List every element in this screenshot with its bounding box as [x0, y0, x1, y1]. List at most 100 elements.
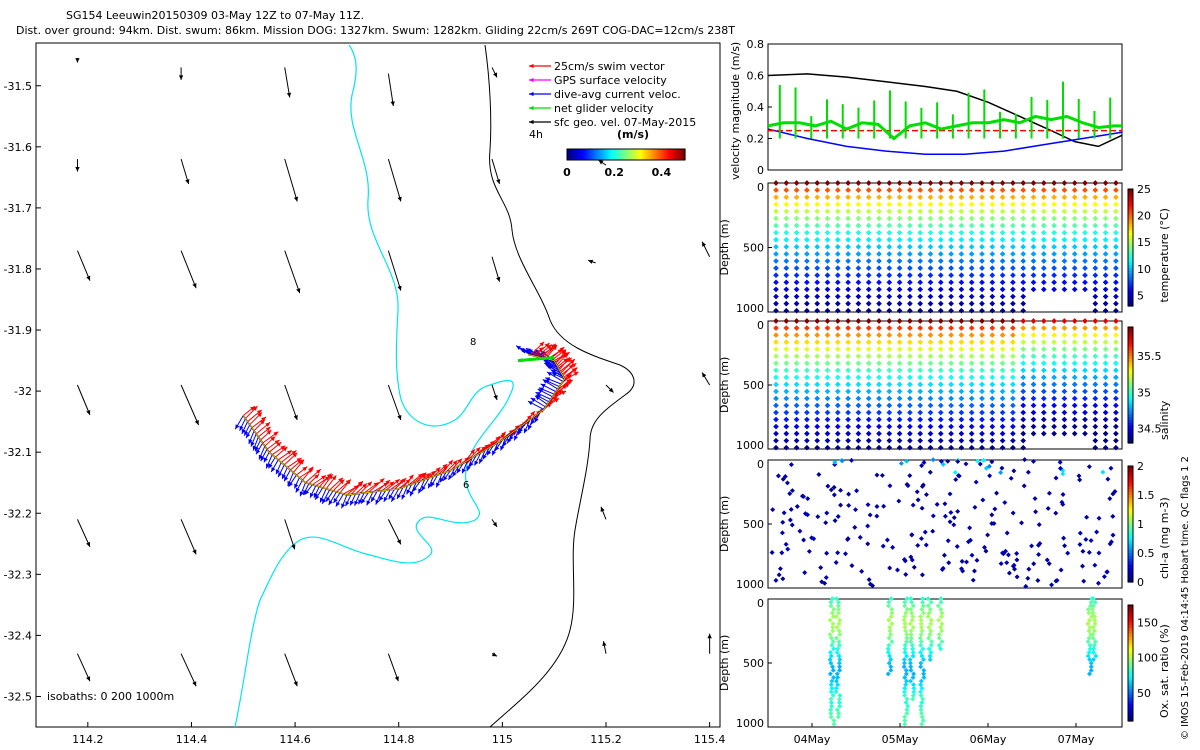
section-dot	[773, 251, 779, 257]
section-dot	[902, 714, 908, 720]
section-dot	[783, 430, 790, 437]
section-dot	[804, 332, 810, 338]
section-dot	[837, 632, 843, 637]
section-dot	[983, 465, 989, 471]
section-colorbar-cell	[1128, 622, 1133, 626]
section-dot	[937, 325, 944, 331]
section-dot	[865, 194, 872, 201]
section-dot	[908, 606, 914, 612]
section-dot	[876, 208, 882, 215]
section-dot	[876, 258, 882, 264]
section-dot	[1102, 346, 1109, 352]
section-dot	[999, 374, 1006, 381]
section-dot	[958, 360, 965, 367]
section-colorbar-cell	[1128, 396, 1133, 401]
section-dot	[886, 430, 893, 437]
section-dot	[1107, 541, 1113, 547]
map-colorbar-cell	[645, 149, 649, 160]
section-dot	[965, 539, 971, 545]
section-colorbar-cell	[1128, 570, 1133, 574]
dive-avg-current-arrow-head	[492, 450, 497, 456]
section-dot	[834, 251, 841, 257]
section-dot	[865, 201, 872, 208]
section-dot	[1071, 346, 1078, 352]
section-colorbar-cell	[1128, 361, 1133, 366]
section-dot	[824, 272, 831, 279]
section-colorbar-cell	[1128, 335, 1133, 340]
swim-vector-arrow-head	[569, 359, 575, 365]
section-dot	[896, 244, 903, 250]
section-dot	[889, 621, 895, 627]
map-colorbar-cell	[629, 149, 633, 160]
swim-vector-arrow-head	[566, 357, 572, 363]
section-dot	[845, 332, 851, 338]
section-dot	[999, 388, 1006, 395]
section-dot	[804, 201, 810, 208]
section-dot	[1071, 229, 1078, 236]
date-xtick-label: 04May	[794, 733, 831, 746]
section-dot	[814, 272, 821, 279]
section-dot	[1091, 646, 1097, 652]
section-dot	[1040, 244, 1047, 250]
section-dot	[828, 660, 834, 666]
section-dot	[824, 332, 831, 338]
section-dot	[804, 346, 810, 352]
section-dot	[1061, 236, 1068, 243]
map-colorbar-cell	[665, 149, 668, 160]
geo-velocity-arrow-head	[86, 410, 91, 415]
section-dot	[959, 558, 965, 564]
section-dot	[908, 639, 914, 645]
section-dot	[1102, 180, 1109, 186]
section-dot	[1071, 318, 1078, 324]
section-dot	[773, 367, 779, 374]
section-dot	[1010, 318, 1016, 324]
section-dot	[1113, 180, 1119, 186]
dive-avg-current-arrow-head	[412, 486, 417, 492]
section-dot	[937, 194, 944, 201]
section-dot	[1030, 360, 1037, 367]
section-dot	[1040, 367, 1047, 374]
section-colorbar-cell	[1128, 660, 1133, 664]
section-dot	[783, 187, 790, 193]
section-dot	[907, 201, 913, 208]
section-dot	[896, 272, 903, 279]
section-ytick-label: 500	[743, 518, 764, 531]
section-dot	[793, 423, 800, 430]
section-dot	[951, 515, 957, 521]
section-dot	[824, 194, 831, 201]
section-colorbar-cell	[1128, 706, 1133, 710]
section-dot	[999, 208, 1006, 215]
section-dot	[828, 635, 834, 641]
section-dot	[845, 265, 851, 271]
swim-vector-arrow-head	[571, 368, 577, 373]
section-dot	[1082, 409, 1088, 416]
section-dot	[1020, 258, 1027, 264]
section-dot	[905, 483, 911, 489]
section-dot	[901, 664, 907, 670]
section-dot	[1061, 353, 1068, 360]
section-dot	[783, 201, 790, 208]
section-dot	[773, 381, 779, 388]
section-dot	[989, 395, 996, 402]
section-dot	[886, 215, 893, 222]
section-dot	[999, 293, 1006, 300]
dive-avg-current-arrow-head	[535, 392, 541, 397]
section-dot	[919, 483, 925, 489]
section-dot	[937, 444, 944, 451]
section-dot	[793, 201, 800, 208]
section-dot	[1030, 251, 1037, 257]
section-dot	[855, 279, 862, 286]
swim-vector-arrow-head	[252, 406, 258, 411]
section-dot	[989, 459, 995, 465]
section-dot	[1020, 332, 1027, 338]
section-dot	[1096, 515, 1102, 521]
section-dot	[1113, 332, 1119, 338]
section-dot	[989, 187, 996, 193]
section-dot	[834, 671, 840, 677]
section-dot	[876, 339, 882, 345]
section-dot	[1105, 476, 1111, 482]
section-dot	[918, 689, 924, 695]
map-ytick-label: -32.1	[4, 446, 32, 459]
section-dot	[855, 360, 862, 367]
section-dot	[908, 678, 914, 684]
